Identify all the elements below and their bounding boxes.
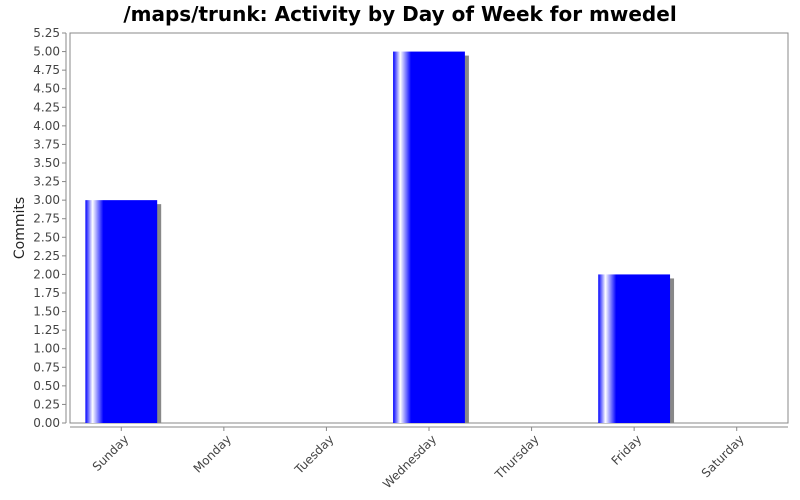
x-tick-label-friday: Friday bbox=[609, 432, 645, 468]
y-tick-label: 3.00 bbox=[33, 193, 60, 207]
y-tick-label: 4.75 bbox=[33, 63, 60, 77]
x-tick-label-tuesday: Tuesday bbox=[291, 432, 336, 477]
y-tick-label: 3.75 bbox=[33, 137, 60, 151]
y-tick-label: 0.50 bbox=[33, 379, 60, 393]
x-tick-label-sunday: Sunday bbox=[90, 432, 132, 474]
bar-wednesday bbox=[393, 51, 465, 423]
y-tick-label: 2.50 bbox=[33, 230, 60, 244]
chart-title: /maps/trunk: Activity by Day of Week for… bbox=[123, 2, 677, 26]
y-tick-label: 2.25 bbox=[33, 249, 60, 263]
y-tick-label: 2.00 bbox=[33, 267, 60, 281]
y-tick-label: 4.00 bbox=[33, 119, 60, 133]
x-tick-label-saturday: Saturday bbox=[699, 432, 747, 480]
y-tick-label: 4.50 bbox=[33, 82, 60, 96]
y-tick-label: 1.25 bbox=[33, 323, 60, 337]
y-tick-label: 0.75 bbox=[33, 360, 60, 374]
y-tick-label: 0.00 bbox=[33, 416, 60, 430]
y-tick-label: 5.25 bbox=[33, 26, 60, 40]
y-axis-label: Commits bbox=[12, 197, 28, 259]
y-tick-label: 2.75 bbox=[33, 212, 60, 226]
y-tick-label: 1.50 bbox=[33, 305, 60, 319]
y-tick-label: 3.25 bbox=[33, 175, 60, 189]
y-tick-label: 5.00 bbox=[33, 45, 60, 59]
y-tick-label: 1.75 bbox=[33, 286, 60, 300]
y-tick-label: 0.25 bbox=[33, 397, 60, 411]
x-tick-label-monday: Monday bbox=[191, 432, 234, 475]
x-tick-label-thursday: Thursday bbox=[492, 432, 542, 482]
y-tick-label: 4.25 bbox=[33, 100, 60, 114]
bar-friday bbox=[598, 274, 671, 423]
y-tick-label: 3.50 bbox=[33, 156, 60, 170]
y-tick-label: 1.00 bbox=[33, 342, 60, 356]
x-tick-label-wednesday: Wednesday bbox=[380, 432, 439, 491]
bar-sunday bbox=[85, 200, 158, 423]
